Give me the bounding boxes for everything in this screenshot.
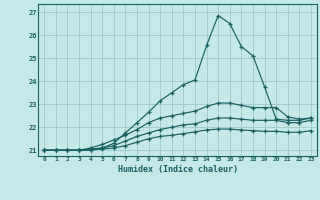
X-axis label: Humidex (Indice chaleur): Humidex (Indice chaleur) — [118, 165, 238, 174]
